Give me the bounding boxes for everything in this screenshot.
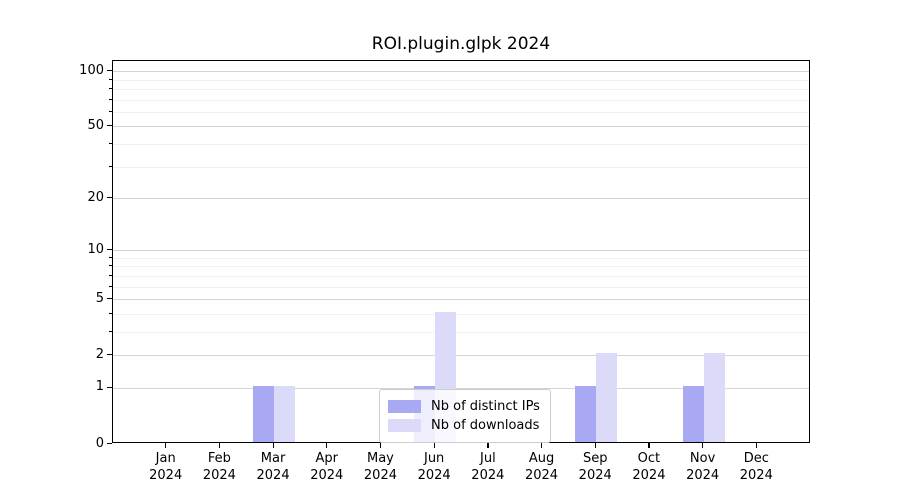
x-tick-label: Sep 2024 (578, 451, 612, 483)
gridline-major (113, 71, 809, 73)
y-axis-minor-tick (109, 142, 112, 144)
bar-distinct-ips (253, 386, 275, 442)
y-axis-minor-tick (109, 274, 112, 276)
x-axis-tick (433, 443, 435, 448)
y-tick-label: 0 (95, 435, 104, 451)
y-axis-minor-tick (109, 87, 112, 89)
bar-distinct-ips (575, 386, 597, 442)
y-axis-minor-tick (109, 312, 112, 314)
x-tick-label: Mar 2024 (256, 451, 290, 483)
gridline-minor (113, 286, 809, 288)
chart-title: ROI.plugin.glpk 2024 (371, 34, 551, 54)
x-tick-label: Nov 2024 (686, 451, 720, 483)
gridline-major (113, 126, 809, 128)
x-tick-label: Jan 2024 (149, 451, 183, 483)
x-axis-tick (755, 443, 757, 448)
bar-downloads (596, 353, 618, 442)
gridline-major (113, 198, 809, 199)
x-tick-label: Dec 2024 (739, 451, 773, 483)
legend-item-distinct-ips: Nb of distinct IPs (388, 397, 540, 416)
x-axis-tick (702, 443, 704, 448)
bar-downloads (703, 353, 725, 442)
x-axis-tick (326, 443, 328, 448)
y-axis-minor-tick (109, 78, 112, 80)
x-axis-tick (541, 443, 543, 448)
x-axis-tick (379, 443, 382, 448)
gridline-minor (113, 166, 809, 168)
y-axis-tick (107, 197, 112, 199)
plot-area: Nb of distinct IPs Nb of downloads (112, 60, 810, 443)
x-tick-label: Apr 2024 (310, 451, 344, 483)
gridline-minor (113, 331, 809, 333)
x-axis-tick (272, 443, 274, 448)
gridline-major (113, 299, 809, 301)
y-tick-label: 5 (95, 290, 104, 306)
gridline-minor (113, 143, 809, 145)
x-axis-tick (218, 443, 221, 448)
y-axis-minor-tick (109, 265, 112, 267)
y-tick-label: 10 (87, 241, 104, 257)
legend-swatch-downloads-icon (388, 419, 421, 432)
x-axis-tick (594, 443, 596, 448)
y-axis-minor-tick (109, 165, 112, 167)
legend-swatch-distinct-ips-icon (388, 400, 421, 413)
gridline-major (113, 387, 809, 389)
y-axis-tick (107, 443, 112, 445)
y-axis-tick (107, 70, 112, 72)
y-axis-minor-tick (109, 110, 112, 112)
y-axis-minor-tick (109, 330, 112, 332)
gridline-minor (113, 79, 809, 81)
x-tick-label: Jul 2024 (471, 451, 505, 483)
y-axis-tick (107, 386, 112, 389)
y-axis-tick (107, 249, 112, 251)
x-axis-tick (487, 443, 489, 448)
bar-distinct-ips (682, 386, 704, 442)
y-axis-minor-tick (109, 256, 112, 258)
legend-item-downloads: Nb of downloads (388, 416, 540, 435)
y-axis-tick (107, 298, 112, 300)
gridline-minor (113, 313, 809, 315)
legend: Nb of distinct IPs Nb of downloads (379, 389, 551, 443)
x-tick-label: Jun 2024 (417, 451, 451, 483)
legend-label-distinct-ips: Nb of distinct IPs (431, 398, 540, 414)
y-tick-label: 50 (87, 117, 104, 133)
gridline-minor (113, 88, 809, 90)
x-axis-tick (165, 443, 167, 448)
y-tick-label: 2 (95, 346, 104, 362)
gridline-minor (113, 257, 809, 259)
gridline-major (113, 355, 809, 357)
y-axis-tick (107, 125, 112, 127)
x-axis-tick (648, 443, 650, 448)
y-axis-minor-tick (109, 285, 112, 287)
gridline-minor (113, 266, 809, 268)
y-tick-label: 1 (95, 379, 104, 395)
x-tick-label: Feb 2024 (202, 451, 236, 483)
x-tick-label: Aug 2024 (524, 451, 559, 483)
y-tick-label: 100 (79, 62, 104, 78)
bar-downloads (274, 386, 296, 442)
gridline-minor (113, 111, 809, 113)
x-tick-label: May 2024 (363, 451, 397, 483)
gridline-minor (113, 99, 809, 101)
gridline-minor (113, 275, 809, 277)
legend-label-downloads: Nb of downloads (431, 417, 540, 433)
y-tick-label: 20 (87, 189, 104, 205)
x-tick-label: Oct 2024 (632, 451, 666, 483)
y-axis-minor-tick (109, 98, 112, 100)
gridline-major (113, 250, 809, 252)
y-axis-tick (107, 354, 112, 356)
